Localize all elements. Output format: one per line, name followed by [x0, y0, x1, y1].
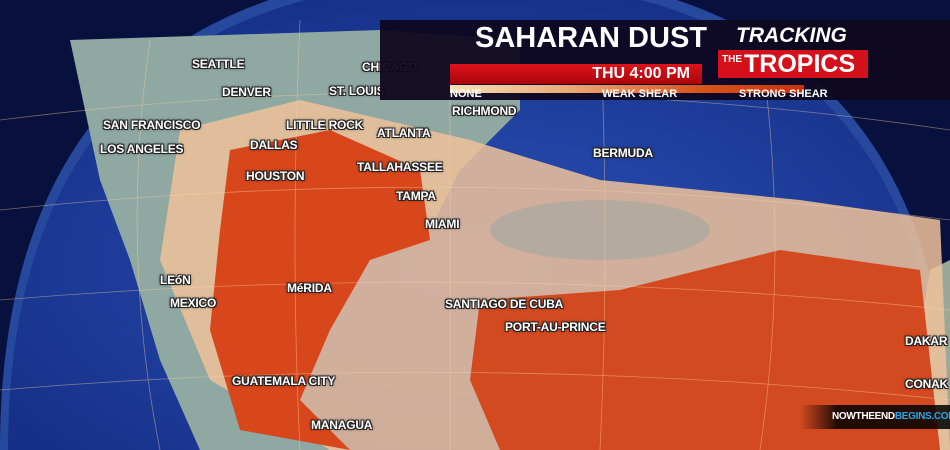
city-label: ATLANTA: [377, 126, 431, 140]
scale-label-strong: STRONG SHEAR: [739, 88, 828, 100]
city-label: PORT-AU-PRINCE: [505, 320, 606, 334]
city-label: ST. LOUIS: [329, 84, 385, 98]
city-label: HOUSTON: [246, 169, 305, 183]
city-label: SAN FRANCISCO: [103, 118, 201, 132]
scale-label-none: NONE: [450, 88, 482, 100]
city-label: BERMUDA: [593, 146, 653, 160]
page-title: SAHARAN DUST: [475, 22, 707, 54]
city-label: DAKAR: [905, 334, 948, 348]
city-label: LITTLE ROCK: [286, 118, 364, 132]
city-label: DALLAS: [250, 138, 298, 152]
city-label: MIAMI: [425, 217, 460, 231]
city-label: RICHMOND: [452, 104, 517, 118]
city-label: MéRIDA: [287, 281, 332, 295]
city-label: SANTIAGO DE CUBA: [445, 297, 564, 311]
forecast-time: THU 4:00 PM: [592, 65, 690, 82]
city-label: TALLAHASSEE: [357, 160, 443, 174]
shear-color-scale: [450, 85, 804, 93]
city-label: DENVER: [222, 85, 271, 99]
time-bar: THU 4:00 PM: [450, 64, 702, 84]
tracking-the-tropics-logo: TRACKING THE TROPICS: [718, 24, 868, 80]
city-label: GUATEMALA CITY: [232, 374, 336, 388]
city-label: LOS ANGELES: [100, 142, 184, 156]
city-label: MEXICO: [170, 296, 217, 310]
scale-label-weak: WEAK SHEAR: [602, 88, 678, 100]
watermark: NOWTHEENDBEGINS.COM: [800, 405, 950, 429]
dust-heavy-atlantic: [470, 250, 940, 450]
city-label: CONAK: [905, 377, 948, 391]
city-label: MANAGUA: [311, 418, 373, 432]
city-label: TAMPA: [396, 189, 436, 203]
city-label: SEATTLE: [192, 57, 245, 71]
city-label: LEóN: [160, 273, 191, 287]
header-banner: SAHARAN DUST THU 4:00 PM NONE WEAK SHEAR…: [380, 20, 950, 100]
dust-heavy-gulf: [210, 130, 430, 450]
